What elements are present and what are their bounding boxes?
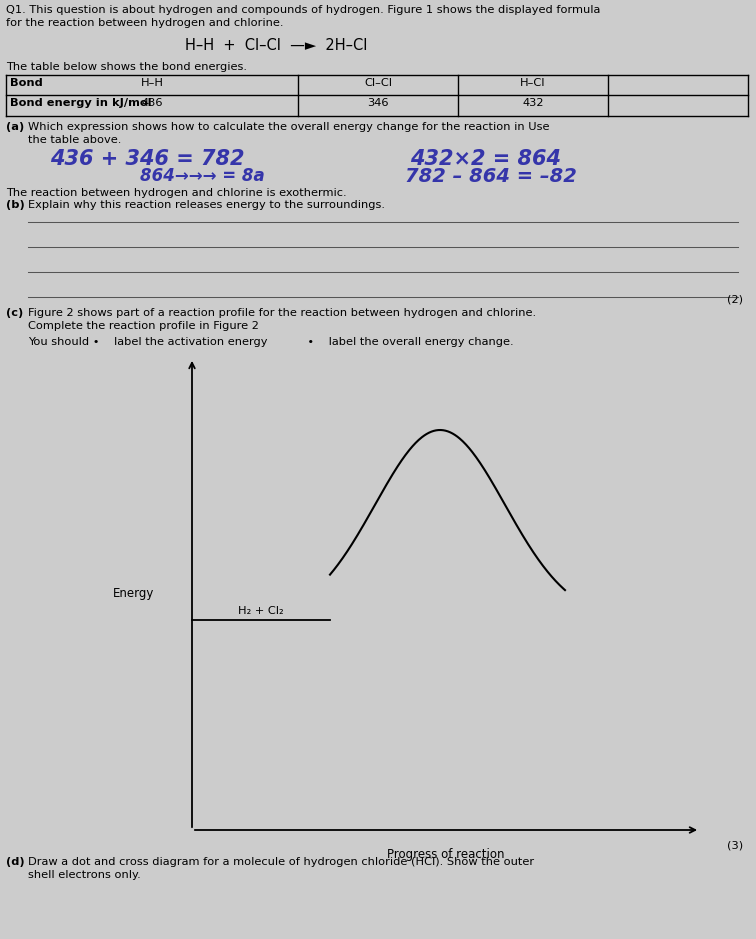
Text: Q1. This question is about hydrogen and compounds of hydrogen. Figure 1 shows th: Q1. This question is about hydrogen and …	[6, 5, 600, 15]
Text: Progress of reaction: Progress of reaction	[387, 848, 505, 861]
Text: 782 – 864 = –82: 782 – 864 = –82	[405, 167, 577, 186]
Text: You should •    label the activation energy           •    label the overall ene: You should • label the activation energy…	[28, 337, 513, 347]
Text: the table above.: the table above.	[28, 135, 122, 145]
Text: The table below shows the bond energies.: The table below shows the bond energies.	[6, 62, 247, 72]
Text: 436: 436	[141, 98, 163, 108]
Text: Bond energy in kJ/mol: Bond energy in kJ/mol	[10, 98, 152, 108]
Text: (b): (b)	[6, 200, 25, 210]
Text: H₂ + Cl₂: H₂ + Cl₂	[238, 606, 284, 616]
Text: H–Cl: H–Cl	[520, 78, 546, 88]
Text: (d): (d)	[6, 857, 25, 867]
Text: (2): (2)	[727, 295, 743, 305]
Text: H–H: H–H	[141, 78, 163, 88]
Text: Which expression shows how to calculate the overall energy change for the reacti: Which expression shows how to calculate …	[28, 122, 550, 132]
Text: 432×2 = 864: 432×2 = 864	[410, 149, 561, 169]
Text: Figure 2 shows part of a reaction profile for the reaction between hydrogen and : Figure 2 shows part of a reaction profil…	[28, 308, 536, 318]
Text: Cl–Cl: Cl–Cl	[364, 78, 392, 88]
Text: Explain why this reaction releases energy to the surroundings.: Explain why this reaction releases energ…	[28, 200, 385, 210]
Text: shell electrons only.: shell electrons only.	[28, 870, 141, 880]
Text: (3): (3)	[727, 840, 743, 850]
Text: Bond: Bond	[10, 78, 43, 88]
Text: 864→→→ = 8a: 864→→→ = 8a	[140, 167, 265, 185]
Text: Energy: Energy	[113, 588, 155, 601]
Text: 346: 346	[367, 98, 389, 108]
Text: 432: 432	[522, 98, 544, 108]
Text: for the reaction between hydrogen and chlorine.: for the reaction between hydrogen and ch…	[6, 18, 284, 28]
Text: 436 + 346 = 782: 436 + 346 = 782	[50, 149, 244, 169]
Text: Draw a dot and cross diagram for a molecule of hydrogen chloride (HCl). Show the: Draw a dot and cross diagram for a molec…	[28, 857, 534, 867]
Text: The reaction between hydrogen and chlorine is exothermic.: The reaction between hydrogen and chlori…	[6, 188, 346, 198]
Text: (a): (a)	[6, 122, 24, 132]
Text: H–H  +  Cl–Cl  —►  2H–Cl: H–H + Cl–Cl —► 2H–Cl	[185, 38, 367, 53]
Text: (c): (c)	[6, 308, 23, 318]
Text: Complete the reaction profile in Figure 2: Complete the reaction profile in Figure …	[28, 321, 259, 331]
